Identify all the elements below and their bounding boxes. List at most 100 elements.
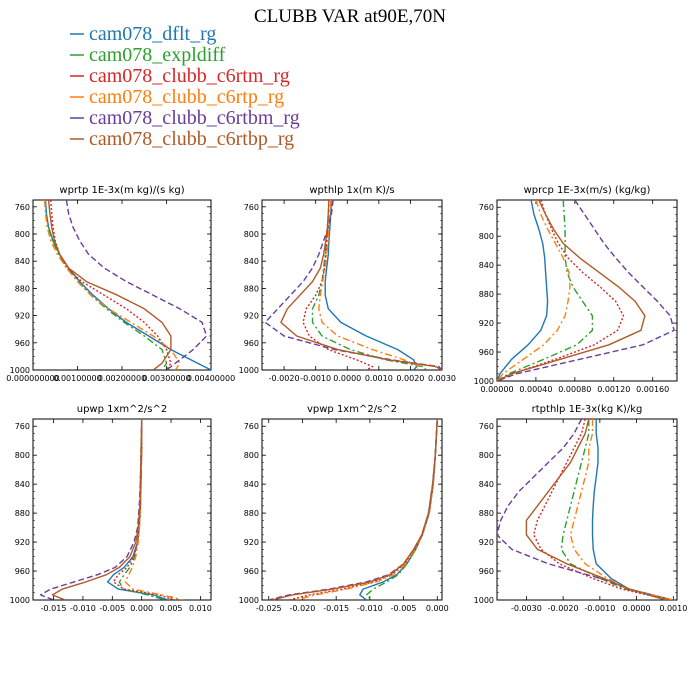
y-tick-label: 840 <box>15 257 30 266</box>
x-tick-label: 0.00000 <box>480 385 513 394</box>
y-tick-label: 1000 <box>474 377 494 386</box>
figure-title: CLUBB VAR at90E,70N <box>254 6 446 27</box>
x-tick-label: -0.025 <box>256 604 282 613</box>
y-tick-label: 760 <box>15 422 30 431</box>
series-line-cam078_clubb_c6rtbm_rg <box>497 200 675 381</box>
plot-frame <box>496 418 678 601</box>
series-line-cam078_clubb_c6rtp_rg <box>124 419 183 600</box>
y-tick-label: 800 <box>244 230 259 239</box>
y-tick-label: 920 <box>479 319 494 328</box>
x-tick-label: -0.0010 <box>584 604 615 613</box>
series-line-cam078_clubb_c6rtm_rg <box>533 419 670 600</box>
plot-frame <box>32 418 212 601</box>
y-tick-label: 1000 <box>239 596 259 605</box>
panel-title: vpwp 1xm^2/s^2 <box>307 404 397 415</box>
series-line-cam078_expldiff <box>560 419 674 600</box>
legend: cam078_dflt_rgcam078_expldiffcam078_club… <box>70 23 300 150</box>
panel-title: upwp 1xm^2/s^2 <box>77 404 167 415</box>
series-line-cam078_clubb_c6rtbp_rg <box>525 419 667 600</box>
y-tick-label: 1000 <box>239 366 259 375</box>
y-tick-label: 920 <box>479 538 494 547</box>
series-line-cam078_clubb_c6rtbp_rg <box>51 419 143 600</box>
x-tick-label: -0.0020 <box>269 374 300 383</box>
x-tick-label: -0.015 <box>323 604 349 613</box>
series-line-cam078_dflt_rg <box>497 200 549 381</box>
x-tick-label: 0.00160 <box>636 385 669 394</box>
y-tick-label: 840 <box>479 261 494 270</box>
x-tick-label: -0.020 <box>290 604 316 613</box>
legend-label: cam078_clubb_c6rtm_rg <box>89 65 290 87</box>
y-tick-label: 840 <box>244 257 259 266</box>
series-line-cam078_expldiff <box>118 419 166 600</box>
x-tick-label: 0.005 <box>160 604 183 613</box>
panel-4: upwp 1xm^2/s^2 760 800 840 880 920 960 1000 -0.0… <box>10 404 212 613</box>
panel-title: rtpthlp 1E-3x(kg K)/kg <box>532 404 643 415</box>
x-tick-label: 0.00040 <box>519 385 552 394</box>
plot-frame <box>261 199 443 371</box>
y-tick-label: 800 <box>479 232 494 241</box>
series-line-cam078_clubb_c6rtbp_rg <box>280 200 442 370</box>
y-tick-label: 960 <box>15 567 30 576</box>
x-tick-label: 0.00300000 <box>142 374 190 383</box>
x-tick-label: 0.00200000 <box>98 374 146 383</box>
series-line-cam078_clubb_c6rtm_rg <box>50 200 172 370</box>
legend-label: cam078_dflt_rg <box>89 23 216 45</box>
x-tick-label: -0.0020 <box>548 604 579 613</box>
y-tick-label: 880 <box>244 509 259 518</box>
series-line-cam078_clubb_c6rtp_rg <box>569 419 674 600</box>
series-line-cam078_dflt_rg <box>591 419 674 600</box>
panel-3: wprcp 1E-3x(m/s) (kg/kg) 760 800 840 880 920 9… <box>474 185 678 394</box>
legend-label: cam078_clubb_c6rtp_rg <box>89 86 284 108</box>
legend-entry: cam078_clubb_c6rtm_rg <box>70 65 290 87</box>
legend-entry: cam078_clubb_c6rtbp_rg <box>70 128 294 150</box>
x-tick-label: 0.0030 <box>428 374 456 383</box>
y-tick-label: 960 <box>15 339 30 348</box>
y-tick-label: 800 <box>15 451 30 460</box>
y-tick-label: 880 <box>479 290 494 299</box>
series-line-cam078_clubb_c6rtm_rg <box>302 200 374 370</box>
y-tick-label: 760 <box>479 203 494 212</box>
x-tick-label: 0.0020 <box>396 374 424 383</box>
x-tick-label: -0.005 <box>391 604 417 613</box>
panel-1: wprtp 1E-3x(m kg)/(s kg) 760 800 840 880 920 9… <box>6 185 235 383</box>
legend-entry: cam078_dflt_rg <box>70 23 216 45</box>
legend-label: cam078_clubb_c6rtbm_rg <box>89 107 300 129</box>
x-tick-label: 0.00400000 <box>187 374 235 383</box>
y-tick-label: 800 <box>15 230 30 239</box>
x-tick-label: 0.000 <box>130 604 153 613</box>
y-tick-label: 920 <box>244 538 259 547</box>
panel-5: vpwp 1xm^2/s^27608008408809209601000-0.0… <box>239 404 449 613</box>
x-tick-label: 0.00100000 <box>53 374 101 383</box>
panel-title: wprcp 1E-3x(m/s) (kg/kg) <box>524 185 651 196</box>
y-tick-label: 880 <box>15 509 30 518</box>
panel-6: rtpthlp 1E-3x(kg K)/kg 760 800 840 880 920 960… <box>474 404 688 613</box>
x-tick-label: 0.00080 <box>558 385 591 394</box>
series-line-cam078_clubb_c6rtp_rg <box>318 200 421 370</box>
y-tick-label: 920 <box>15 312 30 321</box>
x-tick-label: -0.0030 <box>511 604 542 613</box>
y-tick-label: 920 <box>15 538 30 547</box>
x-tick-label: 0.000000000 <box>6 374 59 383</box>
series-line-cam078_dflt_rg <box>324 200 418 370</box>
y-tick-label: 920 <box>244 312 259 321</box>
x-tick-label: 0.0000 <box>333 374 361 383</box>
y-tick-label: 960 <box>244 339 259 348</box>
series-line-cam078_clubb_c6rtbp_rg <box>47 200 172 370</box>
plot-frame <box>261 418 443 601</box>
y-tick-label: 800 <box>479 451 494 460</box>
x-tick-label: -0.010 <box>357 604 383 613</box>
legend-label: cam078_clubb_c6rtbp_rg <box>89 128 294 150</box>
legend-entry: cam078_clubb_c6rtbm_rg <box>70 107 300 129</box>
y-tick-label: 1000 <box>10 596 30 605</box>
y-tick-label: 760 <box>244 203 259 212</box>
x-tick-label: 0.0010 <box>659 604 687 613</box>
series-line-cam078_clubb_c6rtbp_rg <box>497 200 646 381</box>
y-tick-label: 840 <box>244 480 259 489</box>
panel-title: wpthlp 1x(m K)/s <box>309 185 394 196</box>
legend-label: cam078_expldiff <box>89 44 226 66</box>
y-tick-label: 880 <box>479 509 494 518</box>
y-tick-label: 760 <box>244 422 259 431</box>
y-tick-label: 760 <box>15 203 30 212</box>
x-tick-label: 0.000 <box>426 604 449 613</box>
